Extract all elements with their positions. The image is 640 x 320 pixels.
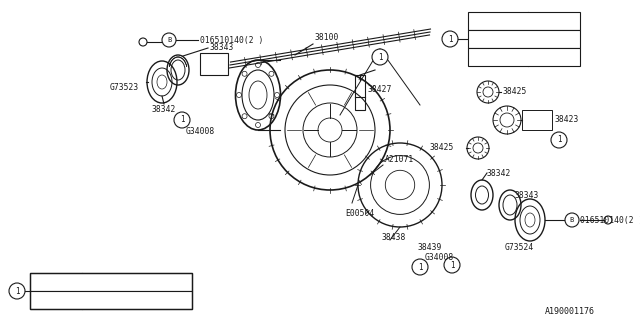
Text: G98404: G98404 — [33, 297, 62, 306]
Bar — [468, 30, 580, 48]
Text: 38427: 38427 — [368, 85, 392, 94]
Circle shape — [551, 132, 567, 148]
Circle shape — [565, 213, 579, 227]
Text: 38343: 38343 — [210, 44, 234, 52]
Text: G73524: G73524 — [505, 244, 534, 252]
Text: 38342: 38342 — [487, 169, 511, 178]
Text: 38425: 38425 — [503, 87, 527, 97]
Bar — [468, 48, 580, 66]
Text: G34008: G34008 — [425, 252, 454, 261]
Circle shape — [9, 283, 25, 299]
Text: 1: 1 — [450, 260, 454, 269]
Text: 1: 1 — [557, 135, 561, 145]
Text: T=0.95: T=0.95 — [532, 18, 561, 27]
Text: 1: 1 — [180, 116, 184, 124]
Text: 016510140(2 ): 016510140(2 ) — [580, 215, 640, 225]
Bar — [522, 110, 552, 130]
Text: 38343: 38343 — [515, 190, 540, 199]
Circle shape — [412, 259, 428, 275]
Text: D038023: D038023 — [471, 53, 505, 62]
Bar — [468, 12, 580, 30]
Bar — [200, 53, 228, 75]
Circle shape — [162, 33, 176, 47]
Text: 1: 1 — [378, 52, 382, 61]
Text: <        -'05MY0504>: < -'05MY0504> — [85, 278, 177, 287]
Text: A21071: A21071 — [385, 156, 414, 164]
Text: 1: 1 — [15, 286, 19, 295]
Text: T=1.00: T=1.00 — [532, 36, 561, 44]
Bar — [30, 291, 192, 309]
Bar — [30, 273, 192, 291]
Text: E00504: E00504 — [345, 209, 374, 218]
Bar — [355, 75, 365, 110]
Text: 1: 1 — [418, 262, 422, 271]
Circle shape — [444, 257, 460, 273]
Text: G73523: G73523 — [110, 84, 140, 92]
Text: <'05MY0504-        >: <'05MY0504- > — [85, 297, 177, 306]
Text: 38100: 38100 — [315, 34, 339, 43]
Text: T=1.05: T=1.05 — [532, 53, 561, 62]
Text: D038021: D038021 — [471, 18, 505, 27]
Circle shape — [372, 49, 388, 65]
Circle shape — [174, 112, 190, 128]
Text: 38425: 38425 — [430, 143, 454, 153]
Circle shape — [442, 31, 458, 47]
Text: 38439: 38439 — [418, 243, 442, 252]
Text: A190001176: A190001176 — [545, 308, 595, 316]
Text: G98403: G98403 — [33, 278, 62, 287]
Text: G34008: G34008 — [186, 127, 215, 137]
Text: 016510140(2 ): 016510140(2 ) — [200, 36, 264, 44]
Text: D038022: D038022 — [471, 36, 505, 44]
Text: 1: 1 — [448, 35, 452, 44]
Text: B: B — [167, 37, 171, 43]
Bar — [30, 273, 192, 309]
Text: 38342: 38342 — [152, 106, 177, 115]
Text: B: B — [570, 217, 574, 223]
Text: 38423: 38423 — [555, 116, 579, 124]
Text: 38438: 38438 — [382, 233, 406, 242]
